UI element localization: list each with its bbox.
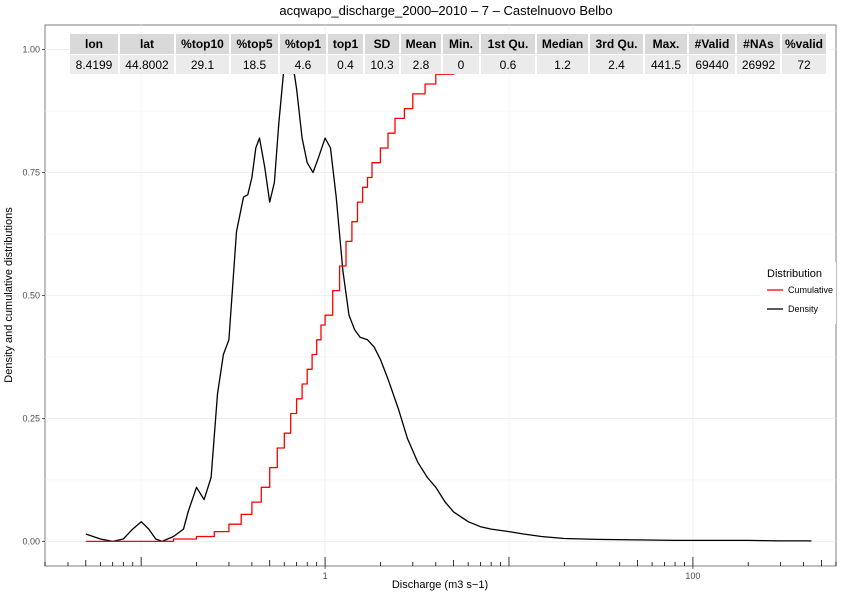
stats-header-cell: Mean <box>400 34 443 55</box>
summary-stats-table: lon lat %top10 %top5 %top1 top1 SD Mean … <box>70 34 828 74</box>
stats-header-cell: Max. <box>644 34 689 55</box>
stats-header-cell: %top5 <box>230 34 280 55</box>
legend: Distribution Cumulative Density <box>760 262 836 324</box>
stats-header-cell: lat <box>119 34 176 55</box>
legend-label-cumulative: Cumulative <box>788 285 833 295</box>
stats-header-cell: 3rd Qu. <box>589 34 645 55</box>
stats-value-cell: 2.4 <box>589 54 645 74</box>
stats-value-cell: 44.8002 <box>119 54 176 74</box>
stats-value-cell: 29.1 <box>175 54 231 74</box>
stats-value-row: 8.4199 44.8002 29.1 18.5 4.6 0.4 10.3 2.… <box>70 54 828 74</box>
chart-title: acqwapo_discharge_2000–2010 – 7 – Castel… <box>279 3 612 18</box>
legend-box <box>760 262 836 324</box>
stats-header-cell: Median <box>536 34 590 55</box>
stats-value-cell: 18.5 <box>230 54 280 74</box>
stats-value-cell: 441.5 <box>644 54 689 74</box>
stats-value-cell: 8.4199 <box>70 54 120 74</box>
stats-header-row: lon lat %top10 %top5 %top1 top1 SD Mean … <box>70 34 828 55</box>
stats-value-cell: 1.2 <box>536 54 590 74</box>
stats-value-cell: 4.6 <box>279 54 328 74</box>
stats-value-cell: 0.6 <box>480 54 537 74</box>
stats-header-cell: #Valid <box>688 34 737 55</box>
y-tick-label: 0.50 <box>22 291 40 301</box>
stats-header-cell: %top10 <box>175 34 231 55</box>
y-tick-label: 0.75 <box>22 168 40 178</box>
stats-value-cell: 0 <box>442 54 481 74</box>
legend-title: Distribution <box>767 268 822 280</box>
stats-header-cell: SD <box>364 34 401 55</box>
stats-value-cell: 2.8 <box>400 54 443 74</box>
y-tick-label: 0.25 <box>22 413 40 423</box>
x-axis-label: Discharge (m3 s−1) <box>392 579 488 591</box>
stats-header-cell: #NAs <box>736 34 782 55</box>
stats-value-cell: 72 <box>781 54 828 74</box>
stats-header-cell: Min. <box>442 34 481 55</box>
stats-value-cell: 26992 <box>736 54 782 74</box>
stats-value-cell: 0.4 <box>327 54 365 74</box>
legend-label-density: Density <box>788 304 819 314</box>
y-tick-label: 1.00 <box>22 45 40 55</box>
stats-header-cell: lon <box>70 34 120 55</box>
y-tick-label: 0.00 <box>22 536 40 546</box>
x-tick-label: 100 <box>685 571 700 581</box>
stats-header-cell: 1st Qu. <box>480 34 537 55</box>
series-line-density <box>85 48 812 543</box>
stats-header-cell: %top1 <box>279 34 328 55</box>
stats-value-cell: 69440 <box>688 54 737 74</box>
y-axis-label: Density and cumulative distributions <box>3 207 15 383</box>
axes: 0.00 0.25 0.50 0.75 1.00 1 100 <box>22 45 837 581</box>
x-tick-label: 1 <box>323 571 328 581</box>
stats-header-cell: top1 <box>327 34 365 55</box>
stats-header-cell: %valid <box>781 34 828 55</box>
stats-value-cell: 10.3 <box>364 54 401 74</box>
